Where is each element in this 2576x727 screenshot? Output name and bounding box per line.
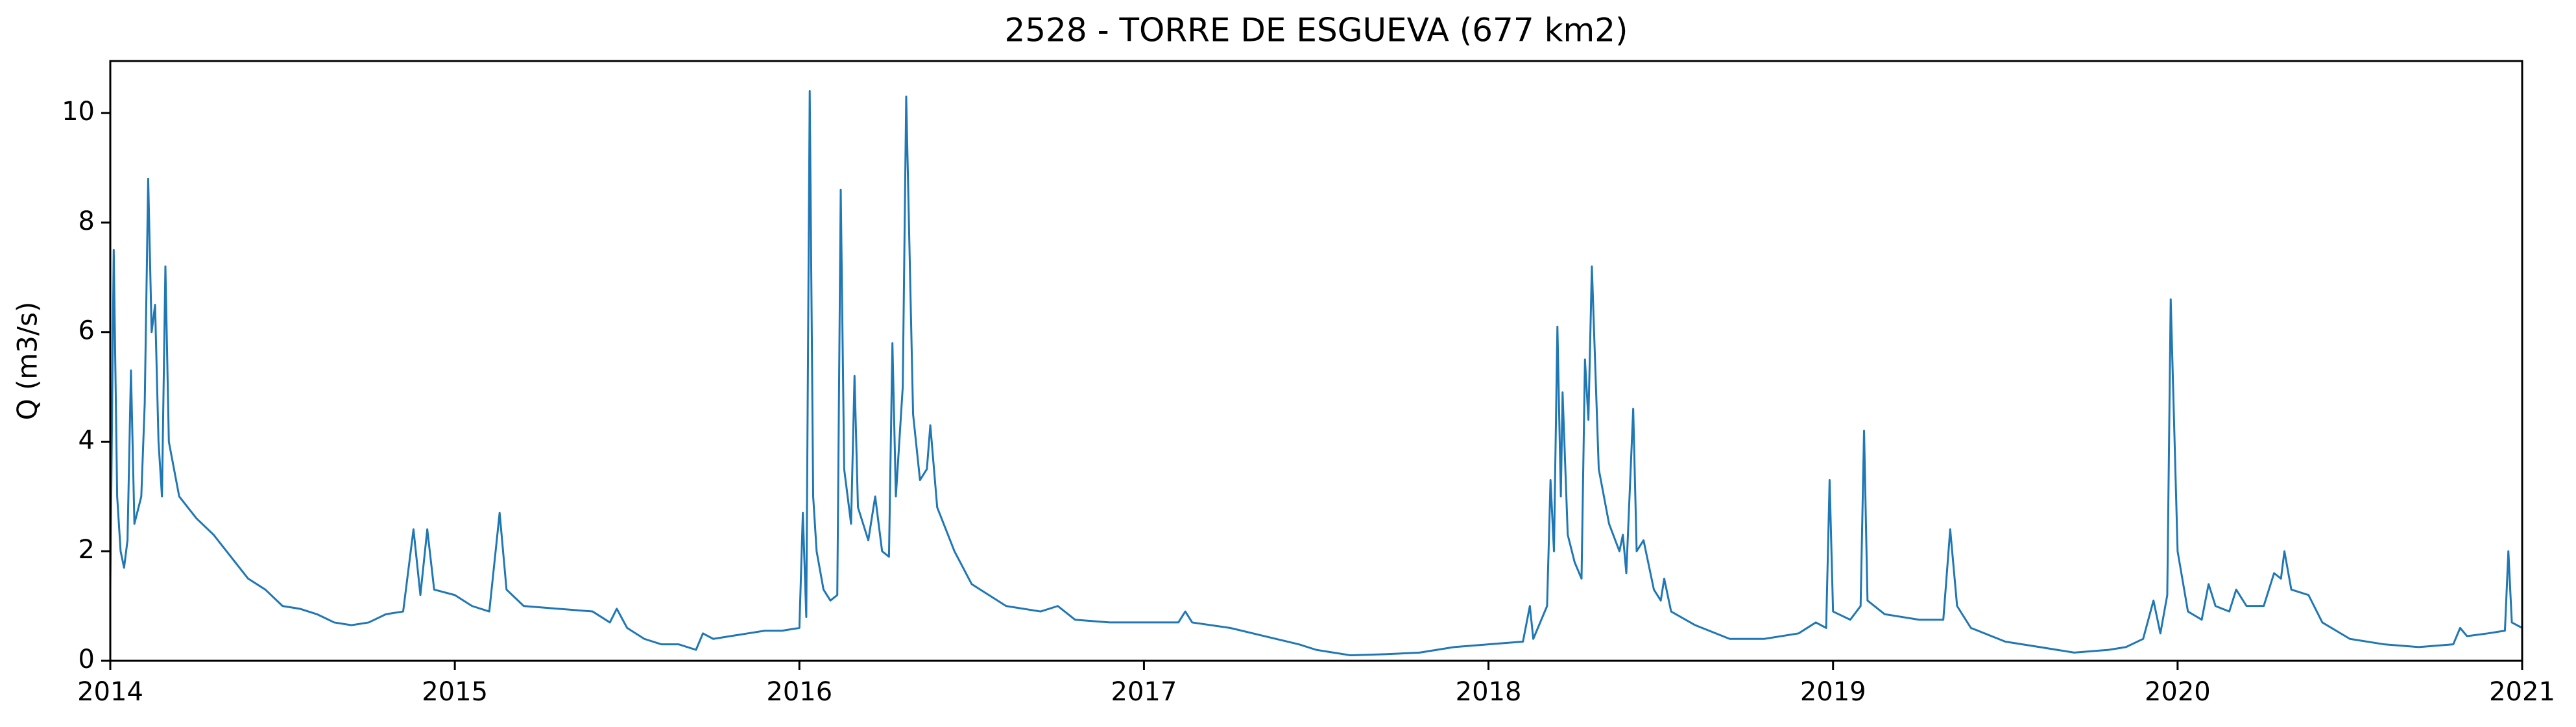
x-tick-label: 2014 — [77, 677, 143, 707]
y-tick-label: 6 — [78, 316, 95, 346]
y-tick-label: 0 — [78, 645, 95, 674]
x-tick-label: 2016 — [766, 677, 832, 707]
x-tick-label: 2019 — [1800, 677, 1866, 707]
y-tick-label: 4 — [78, 425, 95, 455]
y-tick-label: 8 — [78, 206, 95, 236]
x-tick-label: 2021 — [2489, 677, 2555, 707]
y-tick-label: 2 — [78, 535, 95, 565]
plot-frame — [109, 60, 2523, 662]
y-tick-label: 10 — [62, 97, 95, 127]
data-line — [110, 90, 2522, 657]
y-axis-label: Q (m3/s) — [12, 302, 43, 421]
x-tick-label: 2015 — [422, 677, 488, 707]
x-tick-label: 2018 — [1456, 677, 1522, 707]
chart-title: 2528 - TORRE DE ESGUEVA (677 km2) — [1004, 12, 1628, 49]
x-tick-label: 2020 — [2145, 677, 2211, 707]
x-tick-label: 2017 — [1111, 677, 1177, 707]
